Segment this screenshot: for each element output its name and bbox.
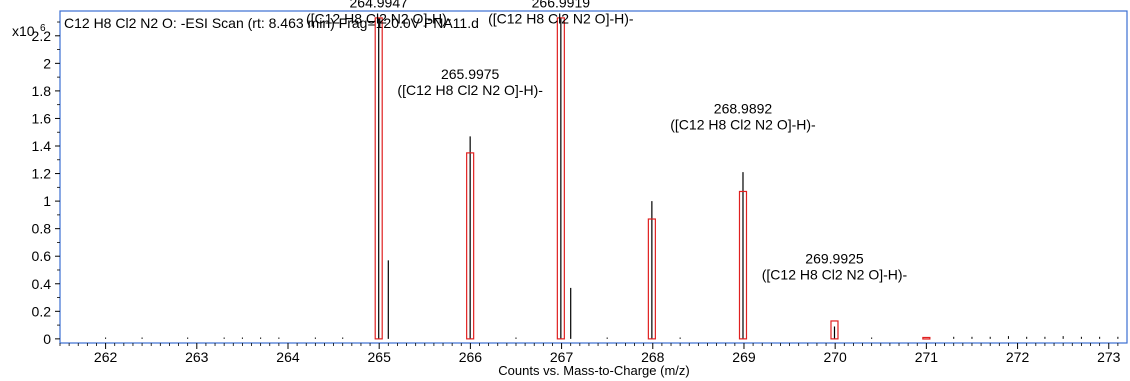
predicted-isotope-boxes	[374, 17, 931, 340]
y-axis: 0 0.2 0.4 0.6 0.8 1 1.2 1.4 1.6 1.8 2 2.2	[32, 21, 60, 347]
plot-frame	[59, 10, 1128, 344]
predicted-isotope-box	[374, 17, 383, 340]
predicted-isotope-box	[466, 152, 475, 340]
x-axis-label: Counts vs. Mass-to-Charge (m/z)	[498, 363, 689, 378]
spectrum-peaks	[378, 17, 836, 339]
x-axis: 262 263 264 265 266 267 268 269 270 271 272 273	[59, 343, 1121, 365]
predicted-isotope-box	[647, 218, 656, 340]
y-tick-label: 1.2	[32, 166, 52, 182]
y-tick-label: 0.6	[32, 248, 52, 264]
x-tick-label: 262	[94, 349, 118, 365]
y-tick-label: 1.4	[32, 138, 52, 154]
peak-mz-label: 264.9947	[350, 0, 409, 10]
peak-mz-label: 266.9919	[532, 0, 591, 10]
predicted-isotope-box	[922, 336, 931, 340]
predicted-isotope-box	[830, 320, 839, 340]
peak-formula-label: ([C12 H8 Cl2 N2 O]-H)-	[397, 82, 543, 98]
peak-mz-label: 269.9925	[805, 251, 864, 267]
predicted-isotope-box	[738, 190, 748, 340]
y-tick-label: 0	[43, 331, 51, 347]
x-tick-label: 271	[915, 349, 939, 365]
y-tick-label: 0.4	[32, 276, 52, 292]
y-tick-label: 0.2	[32, 303, 52, 319]
y-tick-label: 1	[43, 193, 51, 209]
x-tick-label: 266	[459, 349, 483, 365]
peak-annotations: 264.9947([C12 H8 Cl2 N2 O]-H)-265.9975([…	[306, 0, 908, 283]
x-tick-label: 268	[641, 349, 665, 365]
x-tick-label: 269	[732, 349, 756, 365]
x-tick-label: 263	[185, 349, 209, 365]
peak-formula-label: ([C12 H8 Cl2 N2 O]-H)-	[670, 116, 816, 132]
x-tick-label: 272	[1006, 349, 1030, 365]
y-tick-label: 2	[43, 55, 51, 71]
x-tick-label: 270	[823, 349, 847, 365]
y-exponent-label: 6	[40, 23, 46, 34]
noise-peaks	[105, 336, 1119, 339]
y-tick-label: 2.2	[32, 28, 52, 44]
predicted-isotope-box	[556, 17, 565, 340]
x-tick-label: 273	[1097, 349, 1121, 365]
y-tick-label: 1.6	[32, 110, 52, 126]
peak-mz-label: 268.9892	[714, 100, 773, 116]
peak-mz-label: 265.9975	[441, 66, 500, 82]
peak-formula-label: ([C12 H8 Cl2 N2 O]-H)-	[488, 10, 634, 26]
y-tick-label: 0.8	[32, 221, 52, 237]
peak-formula-label: ([C12 H8 Cl2 N2 O]-H)-	[306, 10, 452, 26]
y-tick-label: 1.8	[32, 83, 52, 99]
x-tick-label: 267	[550, 349, 574, 365]
x-tick-label: 265	[368, 349, 392, 365]
peak-formula-label: ([C12 H8 Cl2 N2 O]-H)-	[762, 267, 908, 283]
y-multiplier-label: x10	[12, 23, 35, 39]
x-tick-label: 264	[276, 349, 300, 365]
